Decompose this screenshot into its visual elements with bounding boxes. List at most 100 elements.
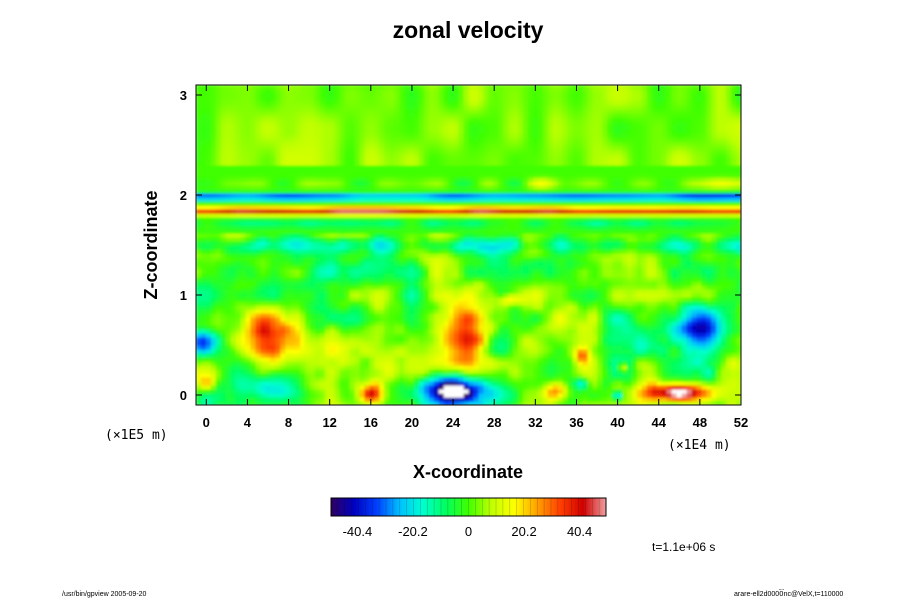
field-cell xyxy=(458,349,465,354)
field-cell xyxy=(329,285,336,290)
field-cell xyxy=(230,389,237,394)
field-cell xyxy=(681,309,688,314)
field-cell xyxy=(617,265,623,270)
field-cell xyxy=(577,301,584,306)
field-cell xyxy=(215,245,222,250)
field-cell xyxy=(448,361,455,366)
field-cell xyxy=(409,317,415,322)
field-cell xyxy=(498,333,504,338)
field-cell xyxy=(344,289,351,294)
field-cell xyxy=(468,325,475,330)
field-cell xyxy=(295,285,301,290)
field-cell xyxy=(314,381,321,386)
field-cell xyxy=(661,373,668,378)
field-cell xyxy=(414,325,420,330)
field-cell xyxy=(488,281,494,286)
field-cell xyxy=(721,241,727,246)
field-cell xyxy=(309,285,316,290)
field-cell xyxy=(280,333,286,338)
field-cell xyxy=(711,337,717,342)
field-cell xyxy=(210,265,217,270)
field-cell xyxy=(592,341,598,346)
field-cell xyxy=(632,361,638,366)
field-cell xyxy=(518,289,524,294)
field-cell xyxy=(726,401,732,405)
field-cell xyxy=(473,309,479,314)
field-cell xyxy=(547,385,554,390)
field-cell xyxy=(651,397,658,402)
field-cell xyxy=(577,401,584,405)
field-cell xyxy=(503,277,509,282)
field-cell xyxy=(552,393,559,398)
field-cell xyxy=(389,377,395,382)
field-cell xyxy=(726,353,732,358)
field-cell xyxy=(463,401,470,405)
field-cell xyxy=(731,313,737,318)
field-cell xyxy=(567,349,574,354)
field-cell xyxy=(339,325,346,330)
field-cell xyxy=(235,349,242,354)
field-cell xyxy=(414,285,420,290)
field-cell xyxy=(309,277,316,282)
field-cell xyxy=(696,321,702,326)
field-cell xyxy=(255,261,261,266)
field-cell xyxy=(210,277,217,282)
field-cell xyxy=(205,353,212,358)
field-cell xyxy=(523,317,529,322)
field-cell xyxy=(632,261,638,266)
field-cell xyxy=(448,265,455,270)
field-cell xyxy=(592,249,598,254)
field-cell xyxy=(309,309,316,314)
field-cell xyxy=(493,313,499,318)
field-cell xyxy=(399,285,405,290)
field-cell xyxy=(671,385,678,390)
field-cell xyxy=(701,313,707,318)
field-cell xyxy=(458,397,465,402)
field-cell xyxy=(220,297,227,302)
field-cell xyxy=(537,353,544,358)
field-cell xyxy=(627,385,633,390)
field-cell xyxy=(716,237,722,242)
field-cell xyxy=(716,329,722,334)
field-cell xyxy=(602,297,608,302)
field-cell xyxy=(200,265,207,270)
field-cell xyxy=(592,257,598,262)
field-cell xyxy=(666,277,673,282)
field-cell xyxy=(641,337,648,342)
field-cell xyxy=(523,309,529,314)
field-cell xyxy=(537,225,544,230)
field-cell xyxy=(280,401,286,405)
field-cell xyxy=(290,289,296,294)
field-cell xyxy=(651,373,658,378)
field-cell xyxy=(503,357,509,362)
field-cell xyxy=(661,233,668,238)
field-cell xyxy=(280,221,286,226)
field-cell xyxy=(463,353,470,358)
field-cell xyxy=(597,321,603,326)
field-cell xyxy=(572,397,579,402)
field-cell xyxy=(433,253,440,258)
field-cell xyxy=(196,397,202,402)
field-cell xyxy=(414,261,420,266)
field-cell xyxy=(468,313,475,318)
field-cell xyxy=(339,233,346,238)
field-cell xyxy=(265,301,271,306)
field-cell xyxy=(250,369,257,374)
field-cell xyxy=(483,337,489,342)
field-cell xyxy=(389,269,395,274)
field-cell xyxy=(230,345,237,350)
field-cell xyxy=(225,365,232,370)
field-cell xyxy=(448,385,455,390)
field-cell xyxy=(463,301,470,306)
field-cell xyxy=(205,345,212,350)
field-cell xyxy=(443,293,450,298)
field-cell xyxy=(334,313,341,318)
field-cell xyxy=(205,277,212,282)
field-cell xyxy=(602,257,608,262)
field-cell xyxy=(508,397,514,402)
field-cell xyxy=(389,297,395,302)
field-cell xyxy=(290,337,296,342)
field-cell xyxy=(196,353,202,358)
field-cell xyxy=(433,285,440,290)
field-cell xyxy=(205,309,212,314)
